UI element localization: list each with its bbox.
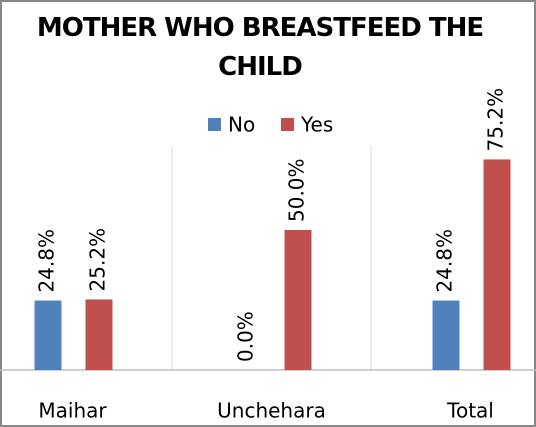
value-label: 25.2%	[86, 228, 110, 292]
legend-label: No	[228, 113, 255, 137]
value-label: 75.2%	[484, 88, 508, 152]
chart-title: MOTHER WHO BREASTFEED THE CHILD	[36, 13, 484, 82]
bar	[432, 300, 460, 370]
value-label: 0.0%	[234, 311, 258, 362]
x-tick-label: Unchehara	[217, 399, 326, 423]
legend-label: Yes	[300, 113, 333, 137]
x-tick-label: Total	[446, 399, 494, 423]
bar	[483, 159, 511, 370]
bar	[85, 299, 113, 370]
legend-swatch	[281, 118, 294, 131]
x-tick-label: Maihar	[38, 399, 107, 423]
value-label: 24.8%	[433, 229, 457, 293]
bar	[284, 230, 312, 370]
value-label: 50.0%	[285, 158, 309, 222]
value-label: 24.8%	[35, 229, 59, 293]
legend-swatch	[208, 118, 221, 131]
bar	[34, 300, 62, 370]
